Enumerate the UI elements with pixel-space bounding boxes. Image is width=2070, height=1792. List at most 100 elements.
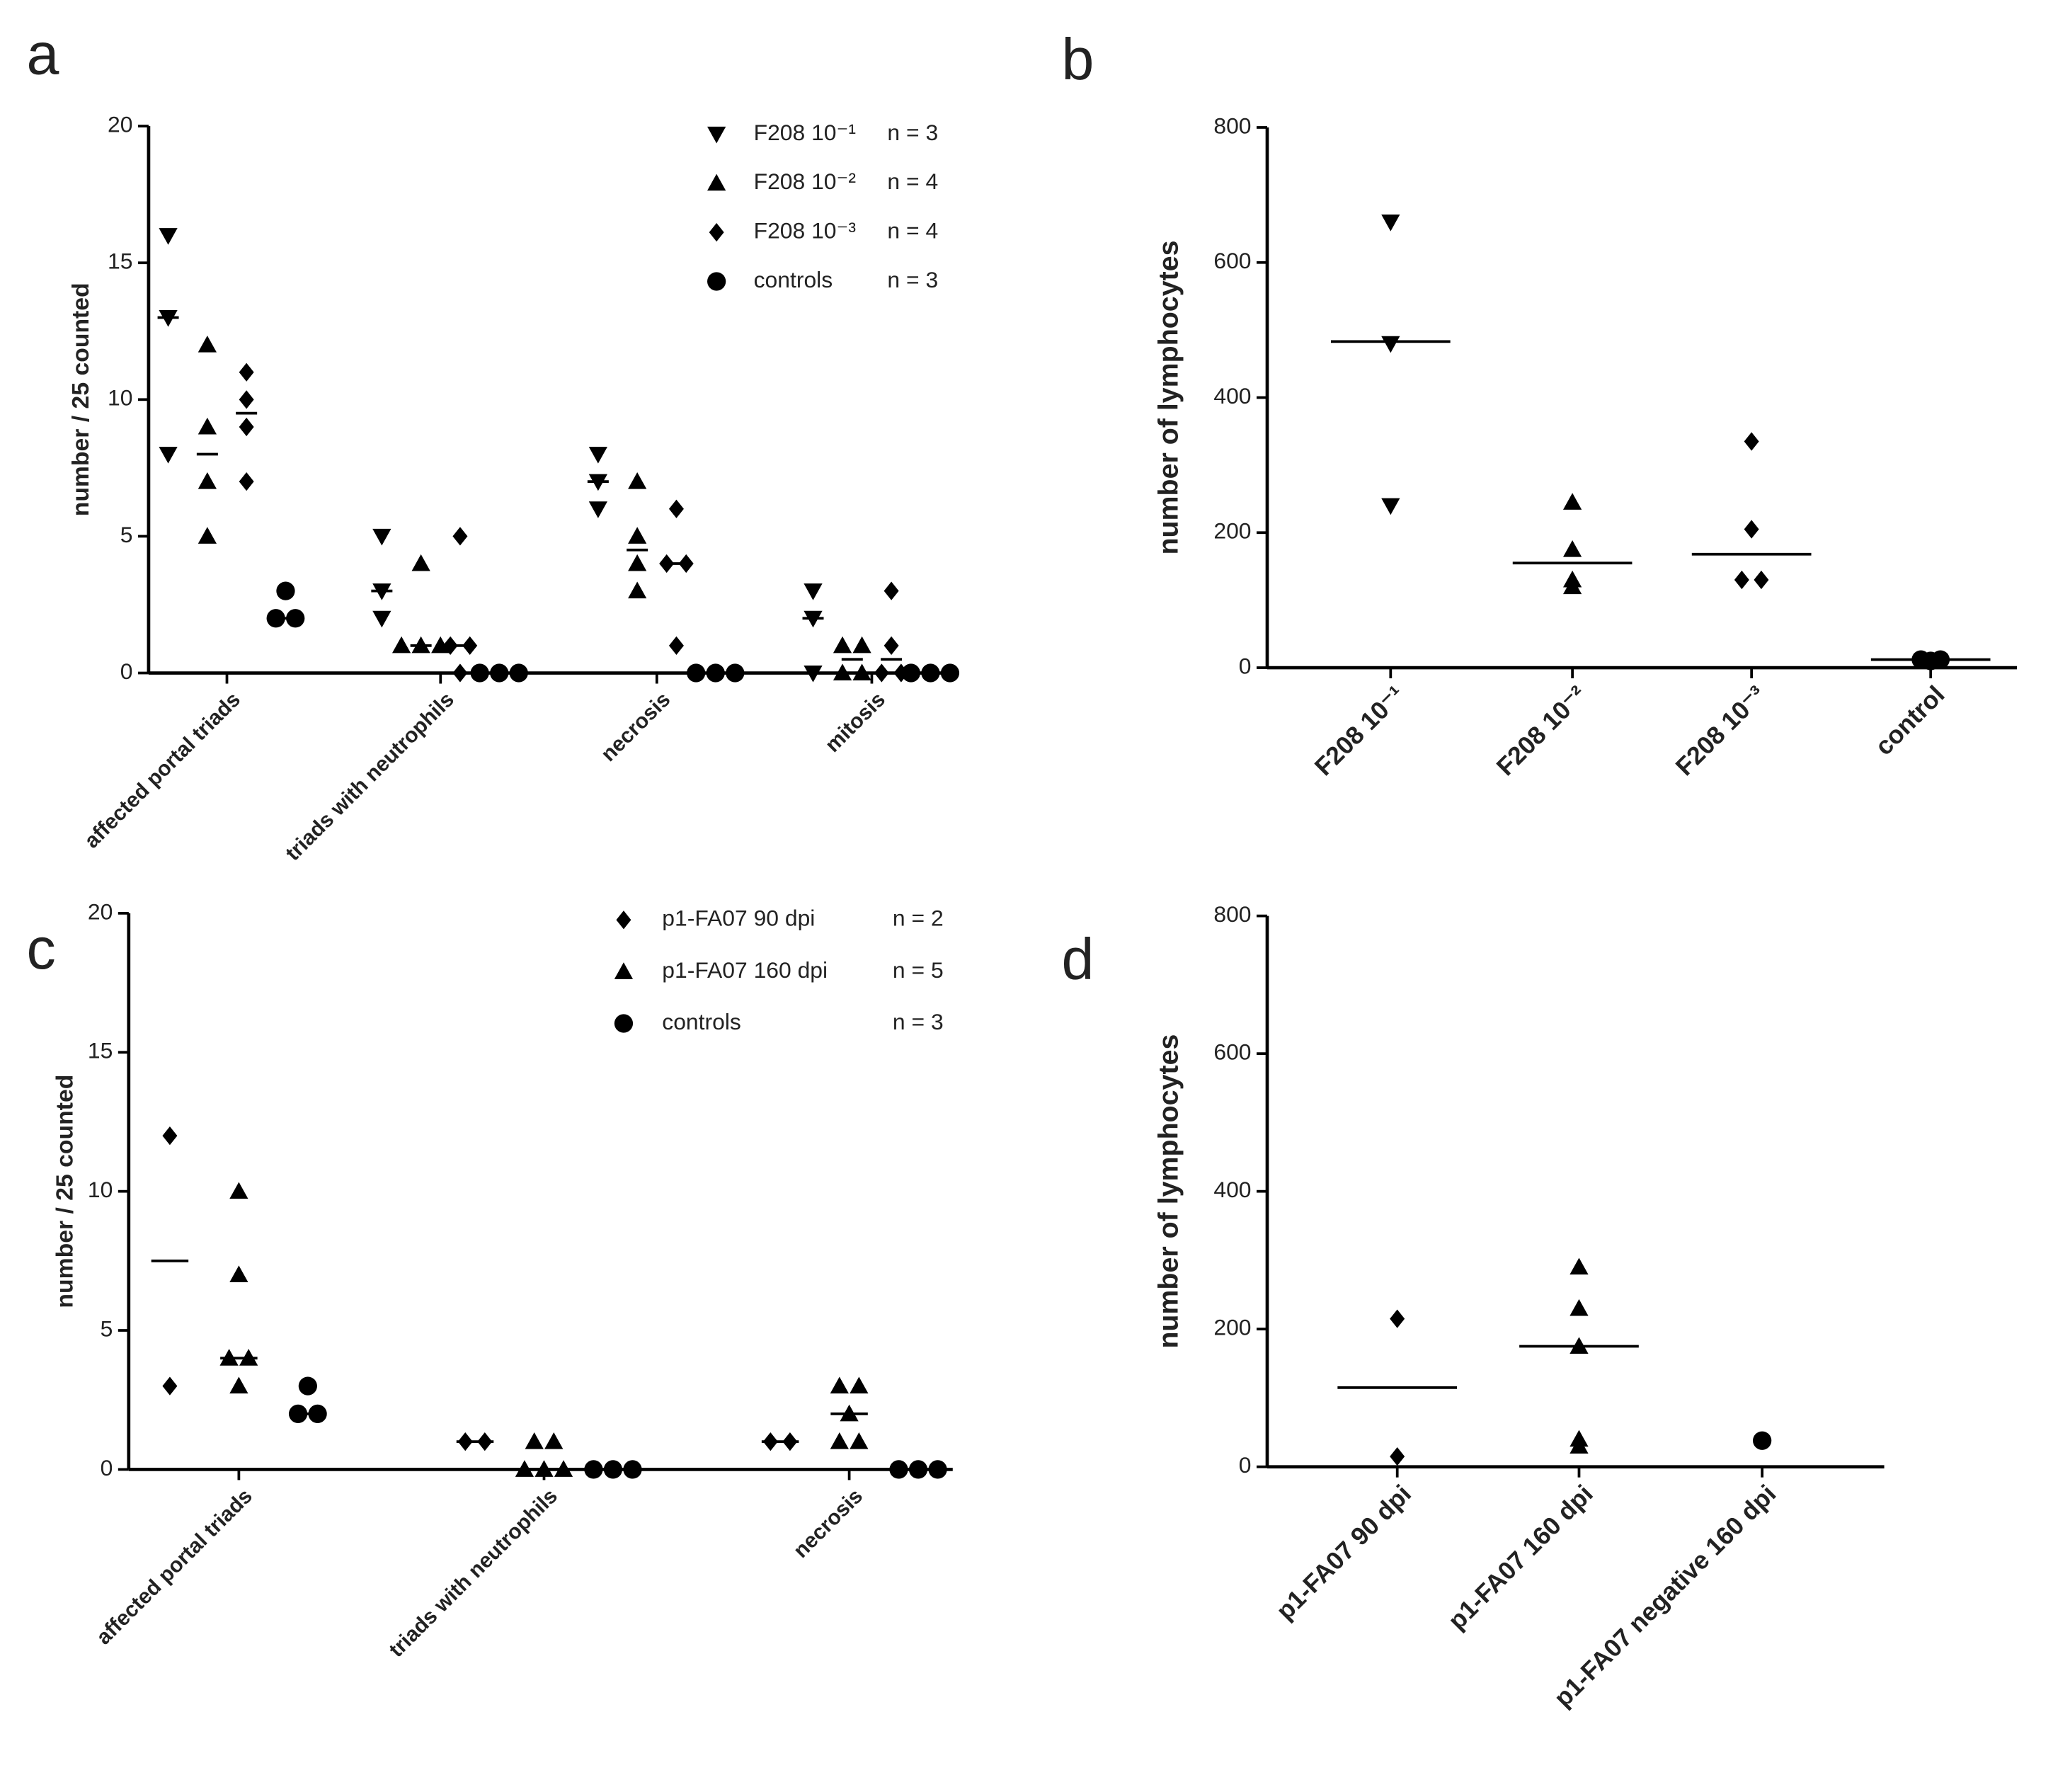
point — [239, 417, 254, 437]
point — [628, 581, 647, 599]
point — [198, 472, 217, 489]
point — [1569, 1257, 1589, 1275]
point — [588, 501, 607, 518]
point — [266, 609, 285, 628]
point — [411, 554, 430, 571]
point — [833, 663, 852, 681]
point — [452, 663, 468, 683]
point — [1911, 650, 1931, 669]
point — [470, 663, 489, 683]
point — [1734, 570, 1749, 590]
point — [525, 1432, 544, 1449]
y-tick-label: 20 — [108, 112, 132, 137]
y-tick-label: 200 — [1213, 1315, 1251, 1340]
y-tick-label: 10 — [108, 385, 132, 411]
y-tick-label: 400 — [1213, 383, 1251, 409]
point — [603, 1460, 623, 1479]
point — [908, 1460, 928, 1479]
point — [623, 1460, 642, 1479]
point — [852, 663, 871, 681]
legend-label: controls — [754, 267, 833, 292]
point — [391, 636, 411, 654]
point — [850, 1432, 869, 1449]
point — [1381, 336, 1400, 353]
point — [1562, 577, 1582, 595]
legend-label: F208 10⁻¹ — [754, 120, 856, 145]
point — [431, 636, 450, 654]
point — [850, 1376, 869, 1394]
point — [239, 1349, 258, 1366]
legend-count: n = 3 — [893, 1009, 944, 1034]
point — [554, 1460, 573, 1477]
legend-count: n = 3 — [887, 267, 938, 292]
y-tick-label: 800 — [1213, 113, 1251, 138]
legend-marker — [616, 911, 631, 930]
legend-count: n = 2 — [893, 906, 944, 931]
point — [940, 663, 960, 683]
point — [372, 583, 391, 600]
point — [833, 636, 852, 654]
legend-count: n = 5 — [893, 957, 944, 983]
point — [687, 663, 706, 683]
point — [298, 1376, 317, 1396]
point — [830, 1432, 849, 1449]
y-tick-label: 200 — [1213, 518, 1251, 544]
point — [534, 1460, 554, 1477]
point — [1390, 1446, 1405, 1466]
legend-count: n = 3 — [887, 120, 938, 145]
point — [239, 472, 254, 491]
point — [901, 663, 920, 683]
point — [1569, 1299, 1589, 1316]
y-tick-label: 5 — [120, 522, 133, 547]
legend-marker — [614, 962, 634, 979]
y-tick-label: 0 — [101, 1455, 113, 1480]
y-tick-label: 0 — [1239, 653, 1252, 678]
point — [372, 610, 391, 628]
y-tick-label: 20 — [88, 898, 113, 924]
point — [830, 1376, 849, 1394]
point — [276, 581, 295, 600]
point — [198, 335, 217, 353]
point — [308, 1404, 327, 1423]
legend-marker — [709, 222, 724, 242]
y-tick-label: 15 — [108, 249, 132, 274]
point — [229, 1182, 248, 1199]
point — [628, 527, 647, 544]
legend-label: controls — [662, 1009, 741, 1034]
legend-label: F208 10⁻² — [754, 169, 856, 194]
legend-marker — [707, 173, 726, 191]
point — [1744, 520, 1759, 539]
y-axis-label: number / 25 counted — [52, 1075, 79, 1308]
point — [726, 663, 745, 683]
point — [239, 363, 254, 382]
point — [198, 417, 217, 435]
point — [544, 1432, 564, 1449]
point — [852, 636, 871, 654]
point — [159, 309, 178, 327]
point — [889, 1460, 908, 1479]
legend-count: n = 4 — [887, 218, 938, 244]
y-tick-label: 600 — [1213, 248, 1251, 273]
legend-marker — [707, 272, 726, 291]
y-tick-label: 800 — [1213, 901, 1251, 927]
point — [229, 1265, 248, 1282]
point — [239, 390, 254, 409]
point — [159, 228, 178, 245]
point — [1753, 1431, 1772, 1450]
point — [884, 581, 899, 600]
legend-count: n = 4 — [887, 169, 938, 194]
point — [1562, 540, 1582, 557]
point — [762, 1432, 778, 1451]
point — [804, 666, 823, 683]
point — [874, 663, 889, 683]
point — [588, 474, 607, 491]
point — [921, 663, 940, 683]
y-tick-label: 0 — [120, 658, 133, 684]
y-axis-label: number / 25 counted — [67, 283, 94, 516]
panel-label: a — [26, 21, 59, 86]
point — [1569, 1337, 1589, 1354]
point — [928, 1460, 947, 1479]
point — [229, 1376, 248, 1394]
